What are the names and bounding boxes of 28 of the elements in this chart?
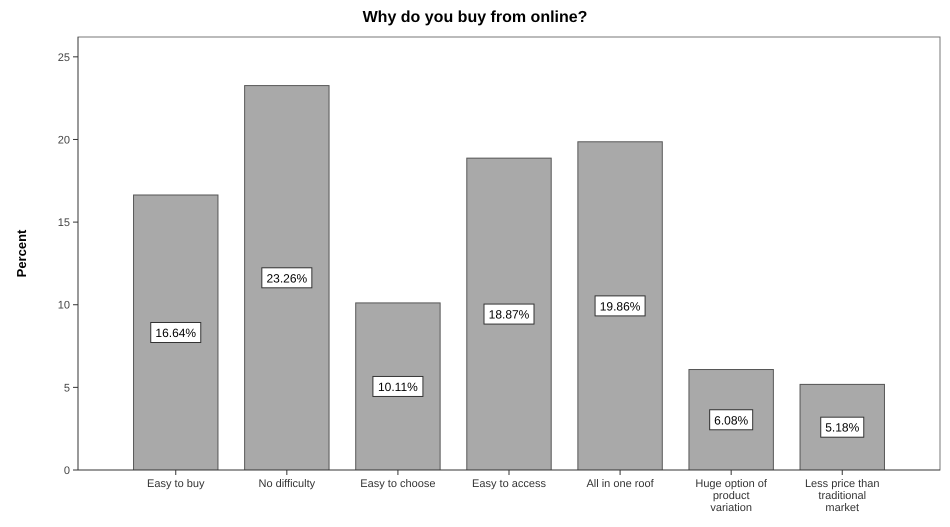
data-label: 19.86% [600, 299, 641, 314]
x-tick-label: Huge option of product variation [695, 478, 768, 514]
y-tick-label: 25 [58, 52, 70, 64]
y-tick-label: 20 [58, 134, 70, 146]
data-label: 10.11% [378, 380, 418, 394]
x-tick-label: No difficulty [258, 478, 316, 490]
x-tick-label: Less price than traditional market [804, 478, 880, 514]
chart-title: Why do you buy from online? [362, 9, 588, 26]
x-tick-label: Easy to access [472, 478, 546, 490]
bar [355, 302, 441, 470]
x-tick-label: Easy to buy [147, 478, 205, 490]
bar [688, 369, 774, 470]
y-tick-label: 15 [58, 217, 70, 230]
data-label: 5.18% [825, 420, 860, 435]
y-axis-title: Percent [14, 228, 29, 278]
y-tick-label: 5 [64, 382, 70, 394]
y-tick-label: 0 [64, 465, 70, 477]
bar [244, 85, 330, 470]
bar [133, 194, 218, 470]
data-label: 18.87% [488, 308, 530, 322]
bar [577, 141, 663, 470]
y-tick-label: 10 [58, 300, 70, 312]
bar [466, 158, 552, 470]
data-label: 6.08% [714, 413, 749, 428]
data-label: 16.64% [155, 326, 196, 340]
x-tick-label: All in one roof [586, 478, 655, 490]
x-tick-label: Easy to choose [360, 478, 436, 490]
data-label: 23.26% [266, 271, 308, 286]
